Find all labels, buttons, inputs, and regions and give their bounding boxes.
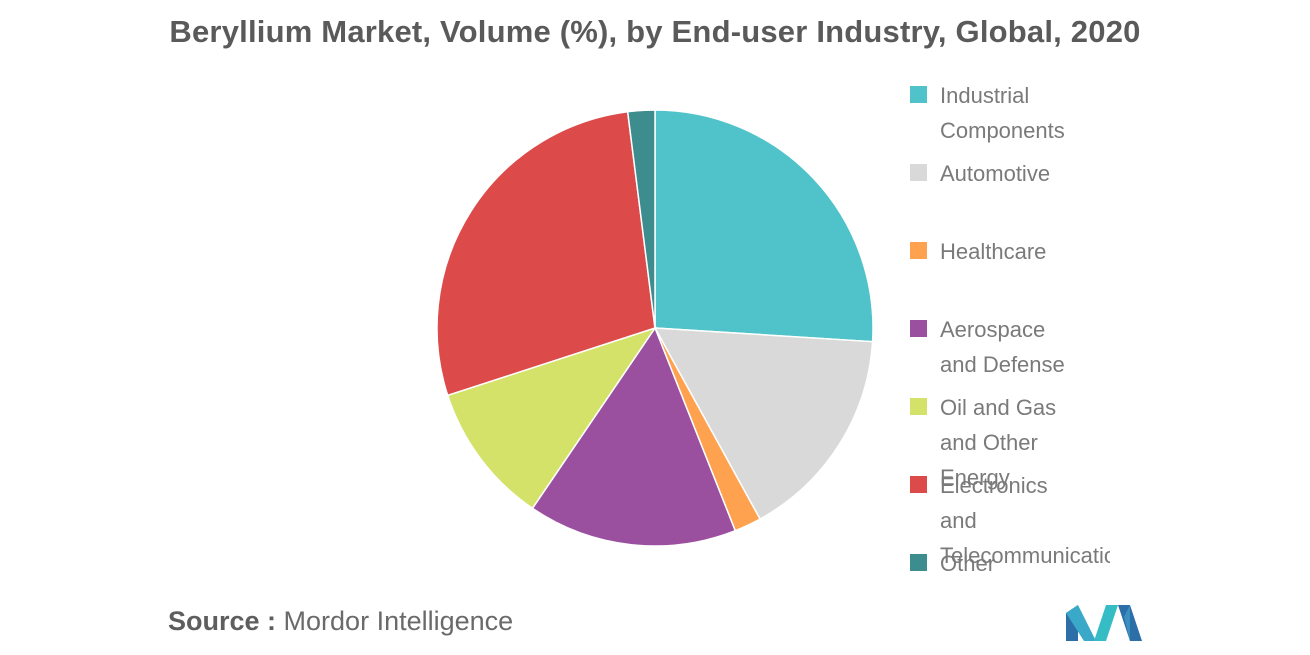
pie-slice-3 <box>531 326 737 547</box>
source-prefix: Source : <box>168 606 277 636</box>
pie-slice-4 <box>446 326 657 510</box>
pie-slice-5 <box>436 110 656 397</box>
pie-slice-6 <box>626 109 656 329</box>
chart-title: Beryllium Market, Volume (%), by End-use… <box>169 14 1141 49</box>
legend-label: Automotive <box>940 161 1051 186</box>
legend-label: Healthcare <box>940 239 1047 264</box>
legend-label: Oil and Gas and Other Energy <box>940 395 1057 490</box>
pie-slice-0 <box>654 109 874 343</box>
legend-swatch <box>910 554 927 571</box>
legend-swatch <box>910 476 927 493</box>
legend-label: Electronics and Telecommunication <box>940 473 1110 568</box>
legend-label: Other <box>940 551 996 576</box>
pie-slice-1 <box>653 327 874 521</box>
legend-swatch <box>910 320 927 337</box>
legend-swatch <box>910 398 927 415</box>
legend-label: Aerospace and Defense <box>940 317 1065 377</box>
legend-label: Industrial Components <box>940 83 1065 143</box>
legend-swatch <box>910 86 927 103</box>
mordor-logo-icon <box>1066 605 1142 641</box>
source-line: Source : Mordor Intelligence <box>168 606 513 637</box>
legend-swatch <box>910 164 927 181</box>
legend-swatch <box>910 242 927 259</box>
source-name: Mordor Intelligence <box>283 606 514 636</box>
chart-legend: Industrial Components Automotive Healthcar… <box>910 78 1110 594</box>
